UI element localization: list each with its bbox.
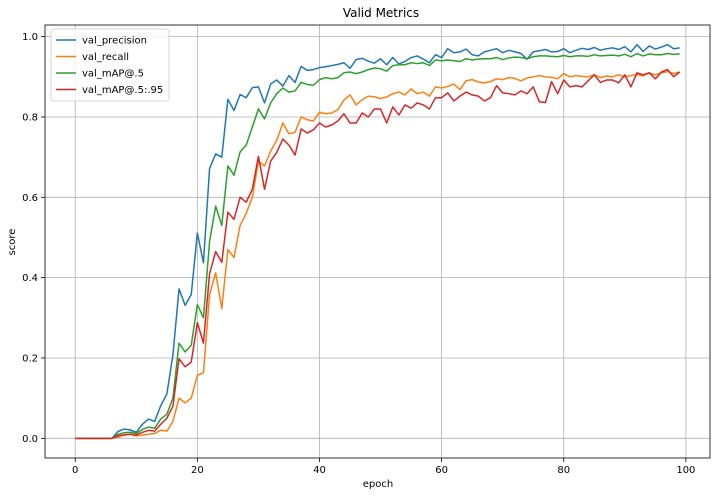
ticks: 0 20 40 60 80 100 0.0 0.2 0.4 0.6 0.8 1.0: [22, 32, 695, 476]
x-tick-label: 40: [313, 465, 326, 476]
axes-frame: [44, 24, 711, 459]
y-axis-label: score: [7, 229, 18, 256]
series-line-val-recall: [75, 70, 680, 440]
x-tick-label: 20: [191, 465, 204, 476]
y-tick-label: 0.2: [22, 353, 38, 364]
x-tick-label: 0: [72, 465, 78, 476]
y-tick-label: 1.0: [22, 32, 38, 43]
grid: [45, 25, 710, 458]
y-tick-label: 0.0: [22, 434, 38, 445]
series-lines: [75, 43, 681, 440]
x-tick-label: 60: [435, 465, 448, 476]
y-tick-label: 0.4: [22, 273, 38, 284]
legend-box: [50, 28, 170, 102]
series-line-val-map-5: [75, 52, 680, 440]
legend: val_precision val_recall val_mAP@.5 val_mAP…: [50, 28, 170, 102]
x-tick-label: 100: [676, 465, 695, 476]
legend-label: val_mAP@.5:.95: [82, 85, 163, 96]
chart-title: Valid Metrics: [343, 6, 419, 20]
y-tick-label: 0.6: [22, 193, 38, 204]
x-axis-label: epoch: [363, 479, 393, 490]
x-tick-label: 80: [557, 465, 570, 476]
legend-label: val_precision: [82, 36, 147, 47]
y-tick-label: 0.8: [22, 112, 38, 123]
legend-label: val_recall: [82, 52, 129, 63]
series-line-val-precision: [75, 43, 680, 440]
series-line-val-map-5-95: [75, 68, 681, 440]
legend-label: val_mAP@.5: [82, 69, 144, 80]
